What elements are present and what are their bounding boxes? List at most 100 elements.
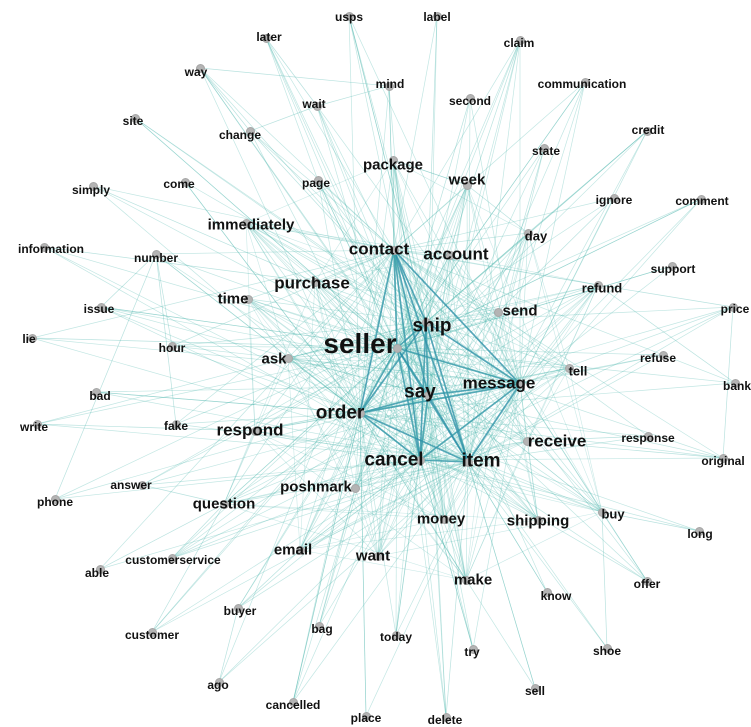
edge-send-shipping — [497, 311, 539, 521]
edge-cancel-shipping — [419, 459, 539, 521]
edge-purchase-question — [223, 281, 316, 505]
edge-contact-original — [393, 249, 724, 459]
edge-message-place — [365, 383, 521, 717]
edge-item-communication — [467, 81, 586, 463]
edge-order-respond — [254, 412, 361, 432]
node-number-label: number — [133, 251, 179, 265]
edge-number-phone — [54, 253, 157, 500]
edge-cancel-package — [392, 159, 421, 461]
node-week-label: week — [448, 171, 486, 189]
edge-message-tell — [519, 367, 570, 385]
node-issue-label: issue — [83, 302, 115, 316]
edge-say-money — [427, 394, 445, 520]
node-long-label: long — [687, 527, 713, 541]
edge-contact-fake — [175, 249, 395, 425]
node-time-label: time — [217, 290, 249, 308]
edge-make-question — [223, 503, 467, 581]
edge-order-offer — [359, 412, 648, 582]
node-offer-label: offer — [633, 577, 661, 591]
edge-message-today — [395, 383, 521, 636]
node-come-label: come — [163, 177, 195, 191]
edge-ship-day — [425, 232, 529, 323]
edge-number-hour — [155, 253, 173, 347]
node-original-dot — [718, 453, 728, 463]
edge-order-issue — [100, 306, 361, 414]
edge-contact-number — [155, 249, 395, 255]
edge-order-mind — [359, 85, 390, 414]
edge-message-week — [466, 184, 521, 385]
edge-customerservice-question — [171, 503, 225, 559]
edge-order-shipping — [359, 412, 539, 521]
edge-contact-respond — [254, 249, 395, 432]
edge-respond-money — [254, 430, 445, 520]
edge-contact-bank — [393, 249, 736, 384]
edge-message-wait — [316, 105, 521, 385]
edge-contact-refund — [393, 249, 599, 286]
edge-say-shipping — [427, 394, 539, 521]
edge-item-refuse — [467, 354, 664, 463]
node-item-label: item — [461, 450, 501, 472]
edge-money-ask — [287, 357, 445, 520]
node-label-dot — [432, 11, 442, 21]
edge-way-seller — [199, 67, 398, 349]
edge-purchase-want — [314, 281, 379, 557]
node-answer-label: answer — [110, 478, 152, 492]
edge-ship-shipping — [425, 321, 539, 521]
edge-cancel-information — [43, 246, 421, 461]
node-package-dot — [388, 155, 398, 165]
edge-item-day — [467, 232, 529, 463]
edge-say-cancel — [419, 394, 429, 461]
edge-seller-comment — [396, 198, 702, 349]
edge-contact-immediately — [245, 222, 395, 251]
edge-money-email — [299, 518, 445, 551]
edge-ago-buyer — [218, 607, 239, 683]
edge-ship-tell — [425, 321, 570, 369]
edge-receive-make — [465, 440, 528, 581]
edge-ship-delete — [425, 321, 447, 718]
edge-seller-buyer — [237, 347, 398, 609]
node-customer-label: customer — [124, 628, 180, 642]
node-seller-label: seller — [323, 328, 397, 359]
node-later-label: later — [256, 30, 282, 44]
edge-seller-claim — [396, 39, 521, 349]
edge-poshmark-time — [247, 298, 356, 489]
edge-money-question — [223, 503, 445, 520]
edge-issue-seller — [100, 306, 398, 349]
edge-message-price — [519, 306, 734, 385]
edge-contact-ago — [218, 249, 395, 683]
edge-price-refund — [597, 284, 734, 308]
node-today-dot — [391, 630, 401, 640]
edge-order-cancelled — [292, 412, 361, 703]
edge-account-buy — [449, 254, 603, 513]
node-bank-label: bank — [722, 379, 751, 393]
edge-seller-send — [396, 311, 499, 349]
edge-immediately-tell — [245, 222, 570, 369]
edge-order-number — [155, 253, 361, 414]
edge-message-communication — [519, 81, 586, 385]
edge-order-state — [359, 147, 545, 414]
edge-message-try — [472, 383, 521, 650]
edge-message-shipping — [519, 383, 539, 521]
edge-contact-send — [393, 249, 499, 313]
edge-buyer-email — [237, 549, 301, 609]
edge-order-purchase — [314, 281, 361, 414]
edge-package-day — [392, 159, 529, 234]
edge-item-credit — [467, 130, 648, 463]
edge-contact-order — [359, 249, 395, 414]
node-seller-dot — [392, 343, 402, 353]
edge-order-poshmark — [354, 412, 361, 489]
edge-contact-make — [393, 249, 467, 581]
edge-say-want — [377, 394, 429, 557]
edge-try-cancel — [419, 459, 474, 650]
edge-ship-buy — [425, 321, 603, 513]
node-lie-label: lie — [22, 332, 36, 346]
edge-message-credit — [519, 130, 648, 385]
edge-seller-support — [396, 265, 673, 349]
edge-message-ago — [218, 383, 521, 683]
node-able-label: able — [84, 566, 110, 580]
edge-poshmark-week — [354, 184, 468, 489]
edge-make-email — [299, 549, 467, 581]
node-wait-dot — [312, 101, 322, 111]
edge-ask-refund — [287, 284, 599, 359]
